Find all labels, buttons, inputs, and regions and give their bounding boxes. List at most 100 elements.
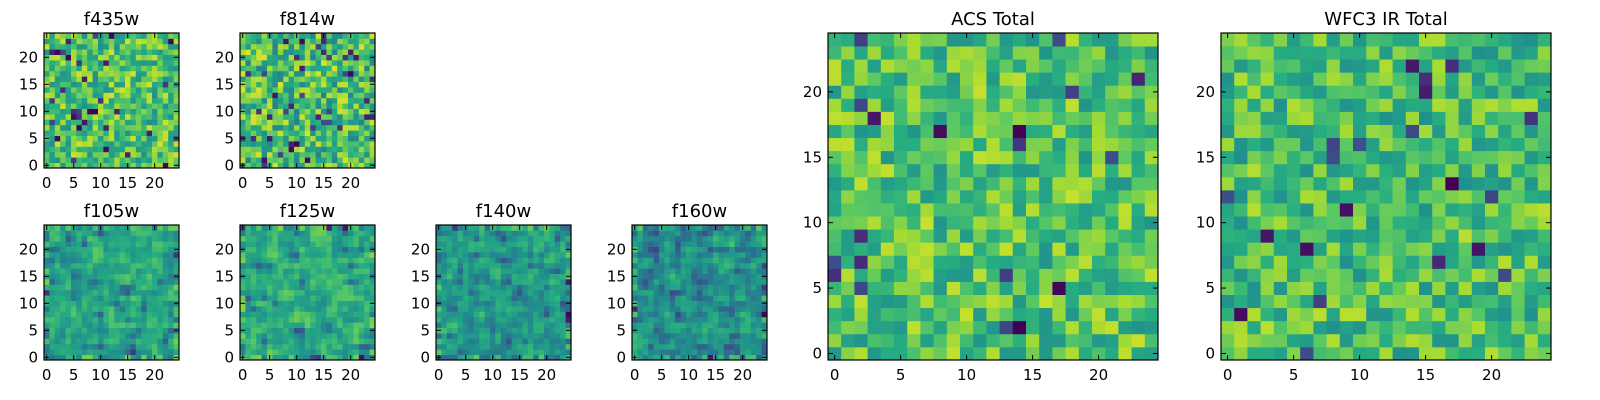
heatmap-cell [1078, 111, 1093, 125]
heatmap-cell [1485, 216, 1499, 230]
heatmap-cell [457, 333, 464, 339]
heatmap-cell [310, 124, 316, 131]
heatmap-cell [108, 70, 115, 77]
heatmap-cell [441, 327, 448, 334]
heatmap-cell [1511, 346, 1525, 361]
heatmap-cell [337, 306, 343, 312]
heatmap-cell [358, 38, 365, 45]
heatmap-cell [500, 338, 507, 345]
heatmap-cell [250, 257, 257, 264]
heatmap-cell [315, 162, 322, 169]
heatmap-cell [283, 300, 289, 307]
heatmap-cell [1366, 216, 1380, 230]
heatmap-cell [71, 141, 77, 147]
heatmap-cell [304, 349, 311, 355]
heatmap-cell [702, 333, 708, 339]
heatmap-cell [44, 257, 50, 264]
heatmap-cell [664, 322, 671, 328]
heatmap-cell [103, 103, 110, 109]
heatmap-cell [304, 124, 311, 131]
heatmap-cell [1131, 346, 1146, 361]
heatmap-cell [867, 294, 882, 309]
heatmap-cell [157, 327, 164, 334]
heatmap-cell [358, 103, 365, 109]
heatmap-cell [907, 33, 921, 47]
heatmap-cell [135, 235, 142, 242]
heatmap-cell [245, 273, 252, 280]
heatmap-cell [907, 46, 921, 60]
heatmap-cell [358, 81, 365, 88]
heatmap-cell [707, 343, 714, 350]
heatmap-cell [696, 306, 703, 312]
heatmap-cell [1065, 281, 1080, 295]
heatmap-cell [1234, 294, 1248, 309]
heatmap-cell [261, 354, 268, 361]
heatmap-cell [364, 252, 370, 258]
heatmap-cell [828, 176, 842, 191]
heatmap-cell [554, 311, 561, 318]
heatmap-cell [723, 327, 730, 334]
heatmap-cell [103, 354, 110, 361]
heatmap-cell [554, 225, 561, 231]
heatmap-cell [1247, 203, 1261, 217]
heatmap-cell [304, 241, 311, 247]
heatmap-cell [1221, 333, 1235, 348]
heatmap-cell [152, 241, 158, 247]
heatmap-cell [364, 146, 370, 153]
heatmap-cell [973, 59, 987, 73]
heatmap-cell [119, 333, 126, 339]
heatmap-cell [1078, 320, 1093, 335]
heatmap-cell [527, 279, 534, 285]
heatmap-cell [299, 119, 306, 126]
heatmap-cell [146, 311, 153, 318]
heatmap-cell [272, 157, 279, 163]
x-tick-label: 20 [733, 366, 752, 384]
heatmap-cell [452, 316, 458, 323]
heatmap-cell [342, 135, 349, 142]
heatmap-cell [565, 268, 572, 274]
heatmap-cell [659, 349, 665, 355]
heatmap-cell [87, 49, 93, 55]
heatmap-cell [511, 262, 518, 269]
heatmap-cell [283, 135, 289, 142]
heatmap-cell [98, 246, 104, 253]
heatmap-cell [98, 235, 104, 242]
heatmap-cell [533, 295, 539, 301]
heatmap-cell [1052, 281, 1066, 295]
heatmap-cell [294, 268, 300, 274]
heatmap-cell [315, 289, 322, 296]
heatmap-cell [342, 141, 349, 147]
heatmap-cell [65, 354, 72, 361]
heatmap-cell [702, 338, 708, 345]
heatmap-cell [250, 246, 257, 253]
heatmap-cell [65, 300, 72, 307]
heatmap-cell [108, 124, 115, 131]
heatmap-cell [119, 262, 126, 269]
heatmap-cell [1287, 163, 1301, 178]
heatmap-cell [125, 338, 131, 345]
heatmap-cell [1419, 229, 1433, 243]
heatmap-cell [527, 273, 534, 280]
heatmap-cell [669, 316, 676, 323]
heatmap-cell [538, 327, 545, 334]
heatmap-cell [348, 235, 354, 242]
heatmap-cell [162, 327, 169, 334]
heatmap-cell [933, 72, 948, 86]
heatmap-cell [854, 150, 868, 165]
heatmap-cell [522, 246, 529, 253]
heatmap-cell [49, 241, 56, 247]
heatmap-cell [146, 333, 153, 339]
heatmap-cell [452, 327, 458, 334]
heatmap-cell [331, 289, 338, 296]
heatmap-cell [245, 252, 252, 258]
heatmap-cell [1012, 163, 1027, 178]
heatmap-cell [973, 111, 987, 125]
heatmap-cell [729, 262, 735, 269]
heatmap-cell [446, 289, 453, 296]
heatmap-cell [256, 268, 262, 274]
heatmap-cell [71, 230, 77, 237]
heatmap-cell [713, 349, 719, 355]
heatmap-cell [369, 262, 376, 269]
heatmap-cell [986, 203, 1000, 217]
heatmap-cell [680, 300, 687, 307]
